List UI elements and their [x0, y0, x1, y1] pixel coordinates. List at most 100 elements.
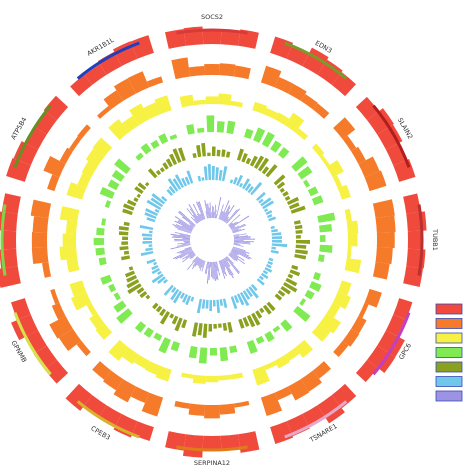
bar: [113, 379, 136, 403]
bar: [317, 212, 336, 223]
bar: [211, 211, 212, 219]
bar: [326, 160, 344, 178]
bar: [295, 244, 307, 249]
bar: [215, 167, 219, 181]
bar: [219, 299, 224, 306]
bar: [194, 257, 199, 263]
bar: [77, 172, 92, 189]
bar: [179, 250, 193, 259]
bar: [212, 146, 216, 157]
bar: [182, 252, 195, 263]
bar: [202, 435, 222, 450]
bar: [245, 288, 253, 298]
bar: [344, 208, 352, 222]
bar: [190, 296, 195, 302]
bar: [212, 261, 215, 280]
bar: [288, 202, 300, 210]
bar: [199, 260, 205, 271]
bar: [295, 249, 308, 255]
bar: [233, 294, 240, 304]
bar: [225, 257, 240, 275]
gene-arc: [13, 104, 52, 168]
bar: [385, 314, 405, 337]
bar: [207, 203, 210, 219]
bar: [268, 257, 274, 262]
bar: [161, 195, 168, 202]
bar: [265, 264, 272, 269]
bar: [258, 198, 264, 204]
bar: [155, 305, 163, 313]
bar: [319, 223, 333, 233]
bar: [232, 228, 242, 233]
bar: [124, 270, 136, 278]
bar: [297, 165, 313, 180]
bar: [166, 189, 174, 196]
bar: [212, 206, 214, 219]
bar: [311, 323, 331, 342]
bar: [165, 431, 186, 451]
bar: [319, 234, 326, 243]
bar: [172, 148, 182, 164]
bar: [214, 204, 217, 219]
bar: [207, 164, 211, 181]
bar: [221, 259, 231, 276]
bar: [346, 246, 352, 259]
bar: [229, 252, 245, 265]
bar: [196, 201, 204, 220]
bar: [208, 323, 212, 332]
bar: [181, 372, 194, 379]
bar: [179, 248, 192, 254]
bar: [65, 220, 78, 234]
bar: [204, 404, 220, 419]
bar: [206, 203, 210, 219]
bar: [196, 298, 203, 314]
bar: [220, 200, 230, 220]
bar: [223, 258, 230, 267]
bar: [233, 241, 251, 244]
bar: [263, 360, 277, 371]
bar: [170, 233, 191, 238]
bar: [271, 240, 282, 243]
bar: [225, 209, 238, 224]
bar: [201, 143, 206, 157]
bar: [263, 208, 269, 213]
bar: [295, 229, 303, 234]
bar: [95, 247, 105, 256]
track-2: [30, 57, 396, 419]
bar: [144, 360, 161, 375]
bar: [295, 127, 309, 141]
bar: [182, 238, 191, 240]
bar: [205, 261, 209, 275]
bar: [407, 230, 422, 250]
bar: [260, 197, 272, 207]
bar: [159, 311, 170, 325]
bar: [189, 223, 195, 228]
track-5: [118, 143, 311, 338]
gene-label: CPEB3: [89, 424, 111, 442]
bar: [287, 273, 294, 279]
bar: [231, 249, 250, 260]
bar: [223, 204, 235, 222]
bar: [31, 247, 49, 265]
bar: [277, 147, 290, 159]
bar: [209, 202, 212, 219]
bar: [140, 143, 152, 155]
bar: [265, 210, 273, 216]
bar: [224, 257, 229, 262]
bar: [184, 241, 191, 243]
bar: [157, 270, 162, 276]
bar: [285, 112, 305, 133]
bar: [214, 261, 219, 281]
bar: [230, 225, 235, 229]
bar: [312, 361, 331, 379]
bar: [271, 232, 282, 236]
bar: [89, 313, 105, 329]
bar: [85, 148, 105, 167]
bar: [126, 279, 140, 289]
bar: [229, 222, 236, 228]
bar: [182, 293, 188, 303]
bar: [225, 218, 229, 223]
bar: [252, 101, 268, 115]
bar: [224, 216, 229, 222]
bar: [189, 208, 200, 223]
